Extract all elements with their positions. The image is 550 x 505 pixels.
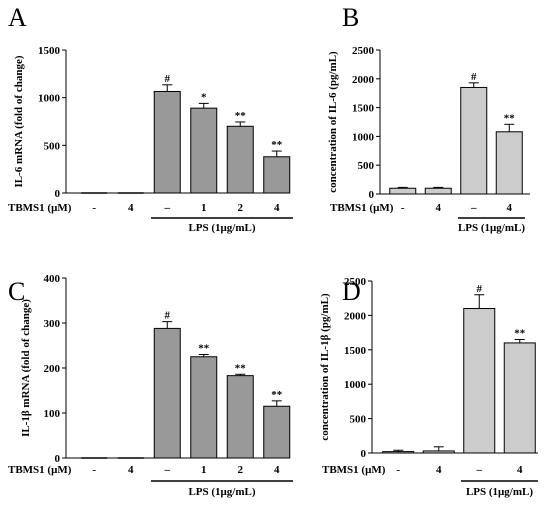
bar <box>463 308 496 454</box>
y-axis-title: IL-6 mRNA (fold of change) <box>13 55 25 187</box>
significance-marker: ** <box>514 327 526 339</box>
bar <box>424 187 452 195</box>
lps-label: LPS (1μg/mL) <box>466 486 533 498</box>
category-label: 2 <box>238 464 244 476</box>
significance-marker: # <box>477 283 483 295</box>
lps-label: LPS (1μg/mL) <box>188 486 255 498</box>
category-label: 4 <box>436 464 442 476</box>
category-label: - <box>396 464 400 476</box>
lps-label: LPS (1μg/mL) <box>458 222 525 234</box>
category-label: 4 <box>507 202 513 214</box>
significance-marker: # <box>471 71 477 83</box>
category-label: 4 <box>274 464 280 476</box>
y-tick-label: 200 <box>44 363 61 375</box>
category-label: - <box>92 202 96 214</box>
category-label: 4 <box>436 202 442 214</box>
category-label: 2 <box>238 202 244 214</box>
y-axis-title: concentration of IL-1β (pg/mL) <box>319 293 331 441</box>
panel-b: B 0 500 1000 1500 2000 2500 concentration of IL… <box>327 3 530 234</box>
category-label: 4 <box>128 202 134 214</box>
y-tick-label: 1000 <box>352 131 375 143</box>
y-tick-label: 300 <box>44 318 61 330</box>
y-tick-label: 1500 <box>344 345 367 357</box>
bar <box>503 342 536 454</box>
category-label: 4 <box>274 202 280 214</box>
panel-letter: C <box>8 277 25 306</box>
category-label: - <box>92 464 96 476</box>
bar <box>153 327 181 459</box>
bar <box>389 187 417 195</box>
significance-marker: ** <box>504 112 516 124</box>
y-axis-title: IL-1β mRNA (fold of change) <box>20 299 32 437</box>
panel-letter: A <box>8 3 27 32</box>
factor-label: TBMS1 (μM) <box>8 202 72 214</box>
panel-d: D 0 500 1000 1500 2000 2500 concentration of IL… <box>319 276 538 498</box>
category-label: – <box>470 202 477 214</box>
y-tick-label: 2000 <box>344 310 367 322</box>
y-tick-label: 2000 <box>352 74 375 86</box>
significance-marker: ** <box>271 139 283 151</box>
factor-label: TBMS1 (μM) <box>322 464 386 476</box>
panel-c: C 0 100 200 300 400 IL-1β mRNA (fold of change… <box>8 273 293 498</box>
category-label: – <box>164 464 171 476</box>
bar <box>422 450 455 454</box>
y-tick-label: 500 <box>350 414 367 426</box>
y-tick-label: 0 <box>55 453 61 465</box>
factor-label: TBMS1 (μM) <box>330 202 394 214</box>
category-label: 1 <box>201 464 207 476</box>
significance-marker: ** <box>198 343 210 355</box>
significance-marker: # <box>165 73 171 85</box>
panel-a: A 0 500 1000 1500 IL-6 mRNA (fold of change) -… <box>8 3 293 234</box>
lps-label: LPS (1μg/mL) <box>188 222 255 234</box>
y-tick-label: 1000 <box>38 93 61 105</box>
category-label: 4 <box>517 464 523 476</box>
significance-marker: ** <box>235 110 247 122</box>
bar <box>263 405 291 459</box>
category-label: 4 <box>128 464 134 476</box>
y-tick-label: 500 <box>358 160 375 172</box>
significance-marker: ** <box>271 389 283 401</box>
y-tick-label: 0 <box>369 189 375 201</box>
factor-label: TBMS1 (μM) <box>8 464 72 476</box>
category-label: - <box>401 202 405 214</box>
category-label: 1 <box>201 202 207 214</box>
bar <box>460 86 488 195</box>
y-tick-label: 2500 <box>344 276 367 288</box>
panel-letter: D <box>342 277 361 306</box>
category-label: – <box>476 464 483 476</box>
category-label: – <box>164 202 171 214</box>
y-tick-label: 1500 <box>38 45 61 57</box>
y-tick-label: 400 <box>44 273 61 285</box>
y-tick-label: 2500 <box>352 45 375 57</box>
significance-marker: # <box>165 310 171 322</box>
y-tick-label: 0 <box>361 448 367 460</box>
bar <box>226 125 254 194</box>
y-axis-title: concentration of IL-6 (pg/mL) <box>327 51 339 193</box>
bar <box>190 356 218 459</box>
significance-marker: ** <box>235 362 247 374</box>
bar <box>263 156 291 194</box>
bar <box>382 451 415 454</box>
y-tick-label: 1000 <box>344 379 367 391</box>
y-tick-label: 500 <box>44 140 61 152</box>
bar <box>153 90 181 194</box>
significance-marker: * <box>201 91 207 103</box>
y-tick-label: 0 <box>55 188 61 200</box>
y-tick-label: 100 <box>44 408 61 420</box>
bar <box>226 375 254 459</box>
bar <box>190 107 218 194</box>
bar <box>495 131 523 195</box>
panel-letter: B <box>342 3 359 32</box>
y-tick-label: 1500 <box>352 103 375 115</box>
